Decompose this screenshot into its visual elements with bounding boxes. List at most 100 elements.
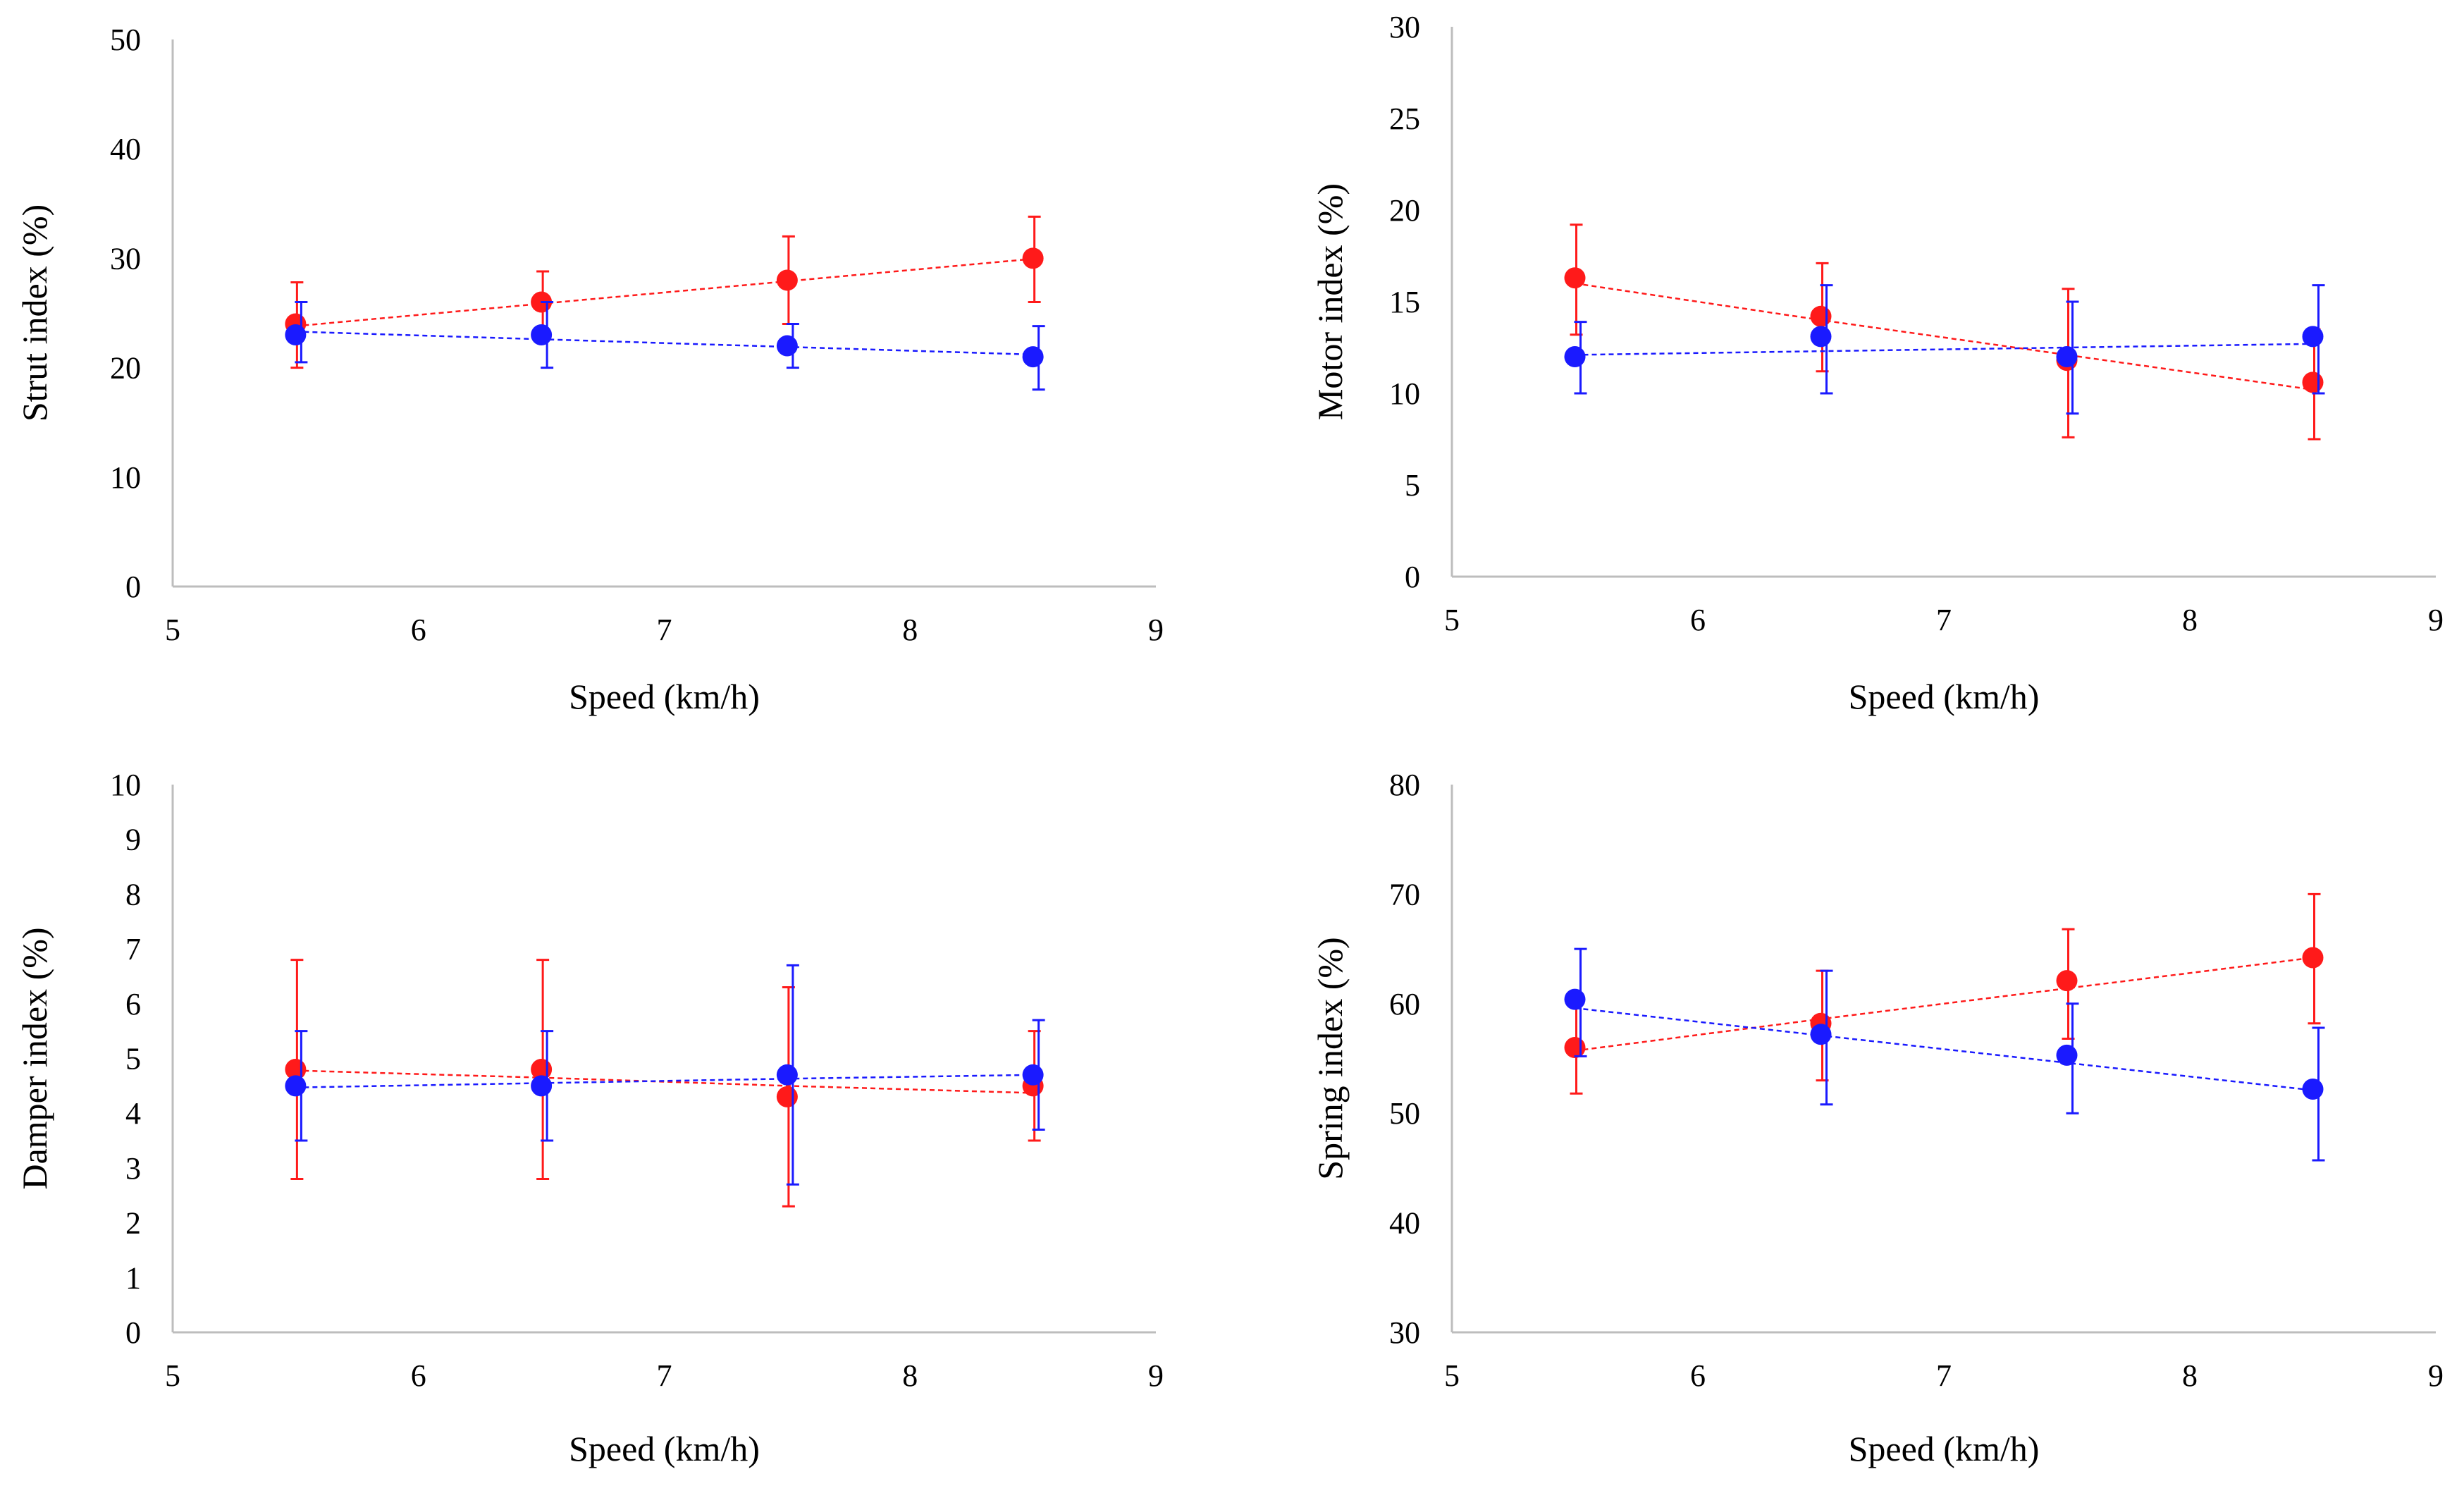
y-tick-label: 4	[125, 1096, 141, 1131]
data-point	[1564, 988, 1586, 1010]
y-tick-label: 0	[1405, 560, 1420, 594]
data-point	[285, 324, 307, 346]
trend-line	[1575, 282, 2313, 391]
y-axis-label: Spring index (%)	[1310, 937, 1350, 1179]
y-tick-label: 2	[125, 1206, 141, 1241]
x-tick-label: 6	[1690, 603, 1706, 637]
x-tick-label: 8	[902, 1358, 918, 1393]
x-tick-label: 5	[165, 613, 180, 647]
series-red	[1564, 223, 2324, 441]
y-tick-label: 10	[110, 768, 141, 802]
x-axis-label: Speed (km/h)	[1849, 1429, 2040, 1468]
x-axis-label: Speed (km/h)	[569, 1429, 760, 1468]
x-tick-label: 9	[2428, 1358, 2444, 1393]
x-tick-label: 6	[411, 613, 426, 647]
x-tick-label: 6	[1690, 1358, 1706, 1393]
y-axis-label: Damper index (%)	[15, 927, 54, 1189]
y-tick-label: 40	[110, 132, 141, 166]
series-red	[285, 215, 1044, 369]
x-tick-label: 7	[1936, 1358, 1952, 1393]
series-blue	[1564, 947, 2325, 1162]
y-tick-label: 9	[125, 823, 141, 857]
y-tick-label: 30	[1389, 1315, 1420, 1350]
data-point	[531, 324, 553, 346]
trend-line	[295, 1074, 1033, 1088]
data-point	[2302, 947, 2324, 969]
data-point	[776, 269, 798, 291]
x-tick-label: 8	[2182, 1358, 2198, 1393]
data-point	[1564, 267, 1586, 289]
y-tick-label: 6	[125, 987, 141, 1021]
y-tick-label: 1	[125, 1260, 141, 1295]
x-tick-label: 7	[657, 1358, 672, 1393]
y-tick-label: 70	[1389, 877, 1420, 911]
data-point	[1022, 346, 1044, 368]
series-blue	[285, 300, 1045, 391]
x-axis-label: Speed (km/h)	[1849, 677, 2040, 716]
x-tick-label: 9	[1148, 613, 1164, 647]
y-tick-label: 0	[125, 570, 141, 604]
trend-line	[295, 257, 1033, 327]
y-tick-label: 15	[1389, 285, 1420, 319]
x-axis-label: Speed (km/h)	[569, 677, 760, 716]
y-tick-label: 30	[1389, 10, 1420, 44]
data-point	[2302, 1079, 2324, 1100]
y-tick-label: 50	[110, 23, 141, 57]
chart-spring: 30 40 50 60 70 80 5 6 7 8 9 Speed (km/h) Spring inde…	[1310, 768, 2444, 1468]
data-point	[1810, 1024, 1832, 1045]
x-tick-label: 6	[411, 1358, 426, 1393]
data-point	[776, 1064, 798, 1086]
y-tick-label: 80	[1389, 768, 1420, 802]
trend-line	[295, 331, 1033, 356]
data-point	[2056, 970, 2078, 992]
data-point	[285, 1075, 307, 1097]
y-tick-label: 7	[125, 932, 141, 966]
series-blue	[1564, 284, 2325, 415]
x-tick-label: 5	[165, 1358, 180, 1393]
y-tick-label: 20	[1389, 193, 1420, 228]
x-tick-label: 5	[1444, 1358, 1460, 1393]
series-red	[285, 959, 1044, 1208]
y-tick-label: 10	[110, 460, 141, 495]
y-tick-label: 5	[125, 1042, 141, 1076]
y-tick-label: 40	[1389, 1206, 1420, 1241]
data-point	[776, 1086, 798, 1107]
y-tick-label: 50	[1389, 1096, 1420, 1131]
data-point	[1564, 346, 1586, 367]
data-point	[1022, 1064, 1044, 1086]
data-point	[2302, 326, 2324, 348]
y-tick-label: 25	[1389, 102, 1420, 136]
y-axis-label: Motor index (%)	[1310, 183, 1350, 420]
y-tick-label: 3	[125, 1151, 141, 1186]
x-tick-label: 7	[1936, 603, 1952, 637]
trend-line	[295, 1069, 1033, 1094]
trend-line	[1575, 1007, 2313, 1091]
data-point	[2056, 1044, 2078, 1066]
x-tick-label: 9	[2428, 603, 2444, 637]
data-point	[1564, 1036, 1586, 1058]
y-tick-label: 10	[1389, 376, 1420, 411]
data-point	[2302, 372, 2324, 393]
data-point	[776, 335, 798, 357]
y-tick-label: 0	[125, 1315, 141, 1350]
trend-line	[1575, 957, 2313, 1052]
y-axis-label: Strut index (%)	[15, 204, 54, 422]
data-point	[1810, 326, 1832, 348]
y-tick-label: 5	[1405, 468, 1420, 503]
data-point	[531, 1075, 553, 1097]
series-red	[1564, 892, 2324, 1095]
trend-line	[1575, 343, 2313, 356]
series-blue	[285, 964, 1045, 1186]
data-point	[1810, 305, 1832, 327]
x-tick-label: 5	[1444, 603, 1460, 637]
y-tick-label: 30	[110, 241, 141, 276]
x-tick-label: 7	[657, 613, 672, 647]
chart-damper: 0 1 2 3 4 5 6 7 8 9 10 5 6 7 8 9 Speed (km/h) Damper inde…	[15, 768, 1164, 1468]
x-tick-label: 8	[902, 613, 918, 647]
y-tick-label: 8	[125, 877, 141, 911]
data-point	[1022, 247, 1044, 269]
data-point	[2056, 346, 2078, 367]
x-tick-label: 9	[1148, 1358, 1164, 1393]
